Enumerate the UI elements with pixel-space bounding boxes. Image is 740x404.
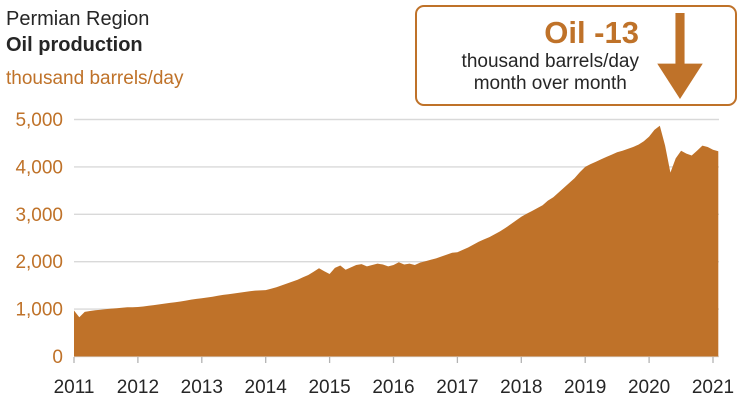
x-axis-label: 2011 — [54, 377, 95, 398]
y-axis-label: 3,000 — [15, 205, 63, 226]
callout-period-line: month over month — [473, 72, 627, 94]
callout-headline: Oil -13 — [544, 14, 639, 50]
month-over-month-callout: Oil -13 thousand barrels/day month over … — [415, 5, 737, 106]
series-area-group — [74, 125, 719, 357]
y-axis-label: 4,000 — [15, 157, 63, 178]
y-axis-label: 0 — [52, 347, 63, 368]
units-label: thousand barrels/day — [6, 68, 184, 89]
region-title: Permian Region — [6, 8, 150, 30]
callout-text-block: Oil -13 thousand barrels/day month over … — [461, 14, 639, 95]
x-axis-label: 2017 — [436, 377, 478, 398]
axes-group: 0 1,000 2,000 3,000 4,000 5,000 2011 2012 2013 20… — [15, 110, 734, 398]
y-axis-label: 2,000 — [15, 252, 63, 273]
x-axis-label: 2013 — [181, 377, 223, 398]
down-arrow-shaft — [675, 12, 685, 66]
y-axis-label: 5,000 — [15, 110, 63, 131]
down-arrow-head — [657, 63, 703, 99]
callout-units-line: thousand barrels/day — [461, 50, 639, 72]
down-arrow-icon — [657, 12, 703, 99]
x-axis-label: 2015 — [308, 377, 350, 398]
x-axis-label: 2016 — [372, 377, 414, 398]
chart-header: Permian Region Oil production thousand b… — [6, 6, 183, 91]
oil-production-area — [74, 125, 719, 357]
x-axis-label: 2021 — [692, 377, 734, 398]
x-axis-label: 2014 — [245, 377, 288, 398]
product-title: Oil production — [6, 34, 143, 56]
x-axis-label: 2012 — [117, 377, 159, 398]
y-axis-label: 1,000 — [15, 300, 63, 321]
x-axis-label: 2019 — [564, 377, 606, 398]
x-axis-label: 2018 — [500, 377, 542, 398]
x-axis-label: 2020 — [628, 377, 670, 398]
